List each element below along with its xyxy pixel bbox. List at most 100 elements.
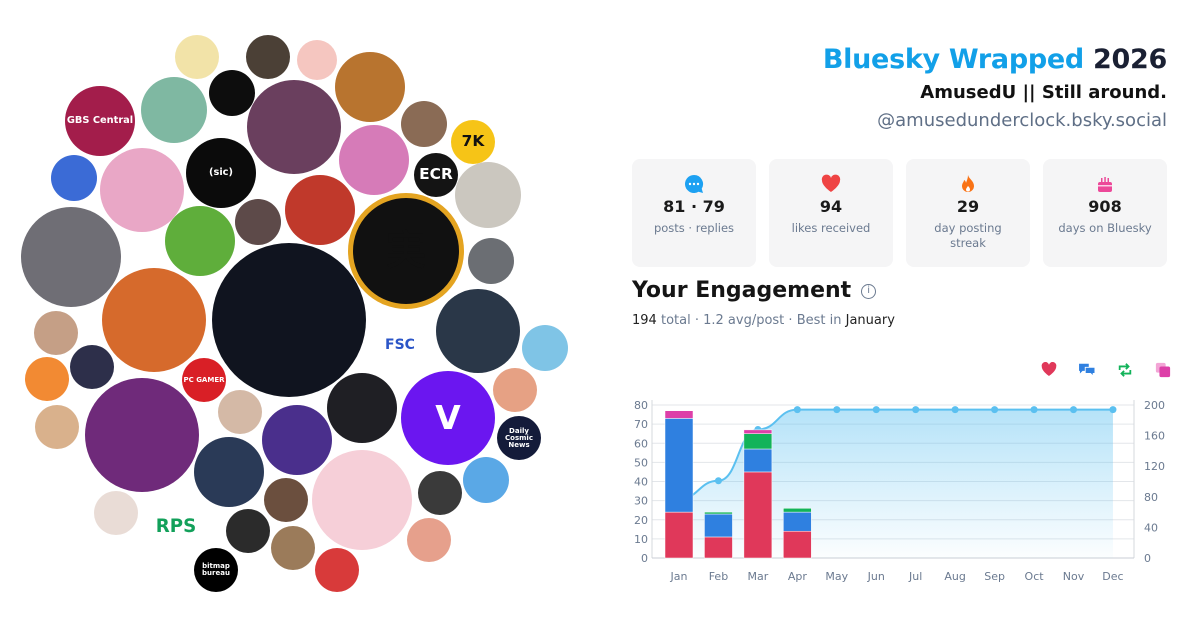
avatar[interactable] — [463, 457, 509, 503]
bar-segment-repost — [783, 508, 812, 513]
fire-icon — [906, 174, 1030, 194]
y2-tick-label: 0 — [1144, 552, 1151, 565]
display-name: AmusedU || Still around. — [920, 82, 1167, 103]
heart-icon[interactable] — [1040, 361, 1058, 382]
bar-segment-quote — [743, 429, 773, 434]
avatar[interactable] — [70, 345, 114, 389]
y2-tick-label: 200 — [1144, 399, 1165, 412]
replies-icon[interactable] — [1078, 362, 1096, 382]
avatar[interactable] — [262, 405, 332, 475]
stat-value: 94 — [819, 197, 843, 216]
x-tick-label: Jun — [867, 570, 885, 583]
header: Bluesky Wrapped 2026 AmusedU || Still ar… — [747, 44, 1167, 135]
cake-icon — [1043, 174, 1167, 194]
avatar[interactable] — [407, 518, 451, 562]
stat-label: likes received — [791, 221, 871, 235]
stat-card-streak: 29 day posting streak — [906, 159, 1030, 267]
avatar[interactable] — [51, 155, 97, 201]
avatar[interactable] — [212, 243, 366, 397]
avatar[interactable]: RPS — [150, 501, 202, 553]
avatar[interactable] — [297, 40, 337, 80]
bar-segment-heart — [664, 511, 694, 559]
x-tick-label: Aug — [944, 570, 965, 583]
x-tick-label: Jul — [908, 570, 922, 583]
stat-label: day posting streak — [934, 221, 1002, 250]
stat-value: 29 — [956, 197, 980, 216]
cumulative-point — [714, 477, 722, 485]
avatar[interactable]: 7K — [451, 120, 495, 164]
x-tick-label: Sep — [984, 570, 1005, 583]
avatar[interactable] — [493, 368, 537, 412]
bar-segment-replies — [783, 511, 812, 532]
stats-cards: 81 · 79 posts · replies 94 likes receive… — [632, 159, 1167, 267]
avatar[interactable]: V — [401, 371, 495, 465]
x-tick-label: Oct — [1025, 570, 1045, 583]
avatar[interactable] — [455, 162, 521, 228]
avatar[interactable] — [21, 207, 121, 307]
stat-label: days on Bluesky — [1058, 221, 1152, 235]
avatar[interactable] — [35, 405, 79, 449]
avatar[interactable] — [335, 52, 405, 122]
year: 2026 — [1093, 44, 1167, 75]
cumulative-point — [872, 406, 880, 414]
avatar[interactable] — [85, 378, 199, 492]
avatar[interactable] — [25, 357, 69, 401]
stat-value: 908 — [1088, 197, 1122, 216]
info-icon[interactable]: i — [861, 283, 877, 299]
avatar[interactable] — [436, 289, 520, 373]
avatar[interactable] — [271, 526, 315, 570]
heart-icon — [769, 174, 893, 194]
cumulative-point — [833, 406, 841, 414]
avatar[interactable] — [165, 206, 235, 276]
avatar[interactable]: Daily Cosmic News — [497, 416, 541, 460]
avatar[interactable] — [312, 450, 412, 550]
avatar[interactable] — [285, 175, 355, 245]
engagement-title: Your Engagement i — [632, 278, 877, 303]
avatar[interactable] — [315, 548, 359, 592]
bar-segment-repost — [704, 511, 733, 515]
avatar[interactable]: bitmap bureau — [194, 548, 238, 592]
avatar[interactable] — [468, 238, 514, 284]
avatar[interactable] — [94, 491, 138, 535]
avatar[interactable] — [522, 325, 568, 371]
best-month: January — [845, 313, 895, 328]
avatar[interactable] — [100, 148, 184, 232]
avatar[interactable] — [264, 478, 308, 522]
cumulative-point — [991, 406, 999, 414]
avatar[interactable] — [327, 373, 397, 443]
repost-icon[interactable] — [1116, 362, 1134, 382]
avatar[interactable] — [226, 509, 270, 553]
avatar[interactable]: GBS Central — [65, 86, 135, 156]
avatar[interactable] — [418, 471, 462, 515]
avatar[interactable]: PC GAMER — [182, 358, 226, 402]
avatar[interactable] — [141, 77, 207, 143]
avatar[interactable] — [34, 311, 78, 355]
total-label: total — [660, 313, 691, 328]
avatar[interactable] — [339, 125, 409, 195]
y2-tick-label: 80 — [1144, 491, 1158, 504]
handle[interactable]: @amusedunderclock.bsky.social — [877, 110, 1167, 131]
avatar[interactable] — [246, 35, 290, 79]
avatar[interactable]: FSC — [380, 325, 420, 365]
avatar[interactable] — [218, 390, 262, 434]
avatar[interactable] — [102, 268, 206, 372]
avatar-collage: GBS Central 7K (sic) ECR 実 FSC PC GAMER V Daily … — [21, 35, 568, 592]
cumulative-point — [1030, 406, 1038, 414]
avatar[interactable] — [194, 437, 264, 507]
bar-segment-heart — [704, 536, 733, 559]
avatar[interactable] — [175, 35, 219, 79]
x-tick-label: Apr — [788, 570, 808, 583]
y-tick-label: 50 — [634, 456, 648, 469]
avatar[interactable] — [401, 101, 447, 147]
x-tick-label: Mar — [748, 570, 769, 583]
avatar[interactable] — [235, 199, 281, 245]
quote-icon[interactable] — [1154, 362, 1172, 382]
cumulative-point — [1070, 406, 1077, 414]
y-tick-label: 80 — [634, 399, 648, 412]
avatar[interactable]: (sic) — [186, 138, 256, 208]
avatar[interactable]: 実 — [348, 193, 464, 309]
avatar[interactable] — [247, 80, 341, 174]
avatar[interactable] — [209, 70, 255, 116]
cumulative-point — [793, 406, 801, 414]
avatar[interactable]: ECR — [414, 153, 458, 197]
